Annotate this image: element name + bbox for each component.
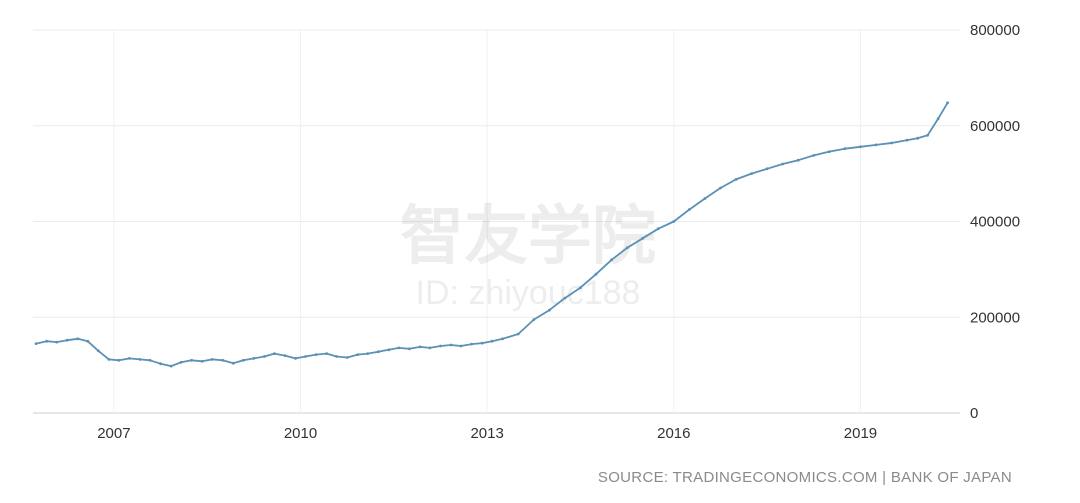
y-tick-label: 600000 bbox=[970, 118, 1020, 135]
watermark-title: 智友学院 bbox=[400, 200, 656, 274]
x-tick-label: 2016 bbox=[657, 425, 690, 442]
data-point bbox=[734, 178, 738, 181]
data-point bbox=[45, 339, 49, 343]
data-point bbox=[750, 172, 753, 176]
gridlines bbox=[33, 29, 960, 414]
data-point bbox=[273, 352, 276, 355]
data-point bbox=[688, 208, 691, 211]
data-point bbox=[796, 158, 800, 162]
data-point bbox=[490, 339, 494, 343]
data-point bbox=[107, 358, 111, 361]
data-point bbox=[703, 197, 707, 200]
data-point bbox=[387, 348, 391, 352]
data-point bbox=[916, 136, 920, 140]
data-point bbox=[827, 150, 831, 154]
data-point bbox=[781, 162, 785, 166]
data-point bbox=[449, 343, 453, 347]
source-label: SOURCE: TRADINGECONOMICS.COM | BANK OF J… bbox=[598, 469, 1012, 486]
data-point bbox=[366, 352, 370, 355]
data-point bbox=[563, 296, 567, 300]
data-point bbox=[946, 101, 949, 105]
data-point bbox=[418, 345, 422, 349]
data-point bbox=[625, 246, 629, 250]
data-point bbox=[719, 186, 722, 190]
data-point bbox=[874, 143, 878, 147]
data-point bbox=[859, 145, 862, 149]
data-point bbox=[594, 272, 598, 276]
data-point bbox=[335, 355, 338, 358]
data-point bbox=[345, 356, 349, 359]
watermark-id: ID: zhiyouc188 bbox=[416, 274, 641, 312]
y-tick-label: 200000 bbox=[970, 309, 1020, 326]
data-point bbox=[408, 347, 411, 351]
data-point bbox=[169, 364, 173, 368]
data-point bbox=[148, 358, 152, 362]
data-point bbox=[86, 339, 90, 343]
data-point bbox=[439, 344, 442, 348]
data-point bbox=[304, 355, 307, 358]
data-point bbox=[843, 147, 847, 151]
data-point bbox=[241, 358, 245, 362]
data-point bbox=[252, 357, 256, 360]
data-point bbox=[470, 342, 473, 346]
data-point bbox=[480, 341, 484, 345]
x-tick-label: 2007 bbox=[97, 425, 130, 442]
data-point bbox=[76, 337, 80, 341]
data-point bbox=[231, 361, 235, 365]
data-point bbox=[672, 220, 676, 223]
data-point bbox=[283, 354, 287, 357]
series-group bbox=[34, 101, 949, 368]
data-point bbox=[656, 227, 660, 231]
data-point bbox=[263, 355, 266, 358]
data-point bbox=[356, 353, 360, 356]
x-tick-label: 2010 bbox=[284, 425, 317, 442]
data-point bbox=[501, 337, 505, 341]
data-point bbox=[548, 308, 551, 312]
data-point bbox=[65, 338, 69, 342]
data-point bbox=[765, 167, 769, 171]
data-point bbox=[459, 344, 463, 348]
data-point bbox=[516, 332, 520, 336]
data-point bbox=[905, 138, 909, 142]
x-axis-tick-labels: 2007 2010 2013 2016 2019 bbox=[97, 425, 877, 442]
data-point bbox=[294, 357, 297, 360]
data-point bbox=[641, 236, 645, 240]
data-point bbox=[936, 117, 940, 120]
data-point bbox=[221, 358, 225, 362]
data-point bbox=[610, 258, 613, 262]
data-point bbox=[55, 340, 58, 344]
y-tick-label: 0 bbox=[970, 405, 978, 422]
data-point bbox=[314, 353, 318, 356]
y-tick-label: 400000 bbox=[970, 214, 1020, 231]
data-point bbox=[397, 346, 401, 350]
data-point bbox=[812, 154, 816, 157]
x-tick-label: 2019 bbox=[844, 425, 877, 442]
data-point bbox=[579, 286, 582, 289]
data-point bbox=[926, 133, 929, 137]
data-point bbox=[890, 141, 893, 145]
watermark: 智友学院 ID: zhiyouc188 bbox=[400, 200, 656, 312]
data-point bbox=[127, 357, 131, 360]
data-point bbox=[190, 358, 194, 362]
y-axis-tick-labels: 0 200000 400000 600000 800000 bbox=[970, 22, 1020, 422]
data-point bbox=[210, 358, 214, 361]
data-point bbox=[117, 358, 121, 362]
data-point bbox=[138, 358, 142, 361]
x-tick-label: 2013 bbox=[470, 425, 503, 442]
data-point bbox=[325, 352, 329, 355]
data-point bbox=[159, 362, 162, 366]
data-point bbox=[428, 346, 432, 350]
data-point bbox=[200, 359, 204, 363]
data-point bbox=[96, 349, 100, 353]
series-line bbox=[35, 101, 949, 368]
data-point bbox=[34, 342, 38, 345]
y-tick-label: 800000 bbox=[970, 22, 1020, 39]
data-point bbox=[376, 350, 380, 354]
data-point bbox=[532, 318, 536, 321]
data-point bbox=[179, 360, 183, 364]
